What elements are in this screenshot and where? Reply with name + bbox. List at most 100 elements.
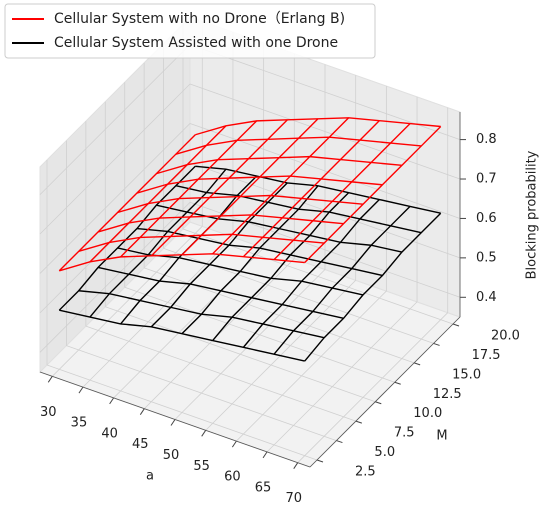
legend: Cellular System with no Drone（Erlang B) C… bbox=[4, 3, 376, 59]
y-tick bbox=[316, 459, 324, 463]
x-tick-label: 50 bbox=[163, 448, 180, 463]
grid-line bbox=[39, 123, 191, 274]
grid-line bbox=[85, 325, 356, 422]
z-tick-label: 0.7 bbox=[476, 172, 497, 187]
x-tick bbox=[47, 376, 53, 383]
wire-row bbox=[181, 185, 319, 335]
wire-row bbox=[89, 125, 227, 263]
axis-line bbox=[309, 316, 461, 468]
x-tick bbox=[293, 462, 299, 469]
y-tick bbox=[452, 323, 460, 327]
y-tick-label: 12.5 bbox=[433, 387, 462, 402]
z-tick-label: 0.4 bbox=[476, 290, 497, 305]
wire-row bbox=[120, 120, 258, 258]
y-tick bbox=[355, 420, 363, 424]
z-tick-label: 0.6 bbox=[476, 211, 497, 226]
wire-row bbox=[150, 119, 288, 257]
x-tick bbox=[170, 419, 176, 426]
y-tick bbox=[394, 381, 401, 385]
y-tick-label: 7.5 bbox=[394, 426, 415, 441]
wire-row bbox=[212, 192, 350, 341]
x-tick-label: 60 bbox=[224, 470, 241, 485]
panes bbox=[39, 15, 466, 469]
wire-col bbox=[78, 290, 325, 339]
grid-line bbox=[189, 201, 461, 298]
y-tick-label: 10.0 bbox=[413, 406, 442, 421]
x-tick bbox=[201, 430, 207, 437]
y-tick bbox=[375, 401, 382, 405]
grid-line bbox=[66, 345, 337, 441]
wire-col bbox=[175, 185, 422, 234]
wire-col bbox=[117, 194, 364, 214]
y-tick bbox=[336, 440, 343, 444]
wire-row bbox=[58, 165, 196, 311]
x-tick-label: 70 bbox=[285, 491, 302, 506]
grid-line bbox=[189, 123, 461, 219]
x-axis-label: a bbox=[146, 469, 154, 484]
grid-line bbox=[46, 364, 318, 461]
grid-line bbox=[124, 286, 395, 383]
wire-row bbox=[58, 134, 196, 272]
x-tick-label: 45 bbox=[132, 437, 149, 452]
y-tick-label: 2.5 bbox=[355, 465, 376, 480]
legend-label: Cellular System with no Drone（Erlang B) bbox=[54, 11, 345, 27]
x-tick bbox=[262, 451, 268, 459]
grid-line bbox=[189, 162, 461, 259]
grid-line bbox=[297, 312, 449, 463]
grid-line bbox=[39, 162, 191, 314]
grid-line bbox=[189, 83, 461, 180]
grid-line bbox=[82, 236, 234, 388]
grid-line bbox=[39, 202, 191, 353]
wire-col bbox=[175, 136, 422, 155]
wire-col bbox=[97, 214, 344, 233]
y-tick bbox=[413, 362, 421, 366]
grid-line bbox=[266, 301, 418, 453]
grid-line bbox=[144, 258, 295, 409]
x-tick-label: 35 bbox=[71, 416, 88, 431]
axis-line bbox=[39, 371, 311, 468]
z-tick-label: 0.8 bbox=[476, 132, 497, 147]
x-tick-label: 55 bbox=[193, 459, 210, 474]
x-tick-label: 65 bbox=[255, 480, 272, 495]
grid-line bbox=[39, 83, 191, 235]
wire-col bbox=[195, 117, 441, 136]
wire-col bbox=[136, 175, 383, 194]
grid-line bbox=[236, 290, 387, 442]
grid-line bbox=[51, 226, 203, 377]
x-tick bbox=[78, 386, 84, 394]
z-axis-label: Blocking probability bbox=[525, 150, 540, 279]
wire-row bbox=[212, 117, 350, 255]
x-tick-label: 30 bbox=[40, 405, 57, 420]
z-tick-label: 0.5 bbox=[476, 250, 497, 265]
wire-row bbox=[242, 120, 380, 258]
wire-col bbox=[156, 204, 403, 253]
wire-row bbox=[273, 205, 411, 355]
wire-row bbox=[273, 123, 411, 261]
y-tick bbox=[433, 342, 440, 346]
legend-box bbox=[4, 3, 376, 59]
y-axis-label: M bbox=[436, 429, 447, 444]
wire-col bbox=[156, 155, 402, 175]
wire-col bbox=[59, 253, 305, 272]
x-tick bbox=[231, 440, 237, 448]
wire-col bbox=[78, 233, 325, 253]
wire-row bbox=[242, 199, 380, 348]
surfaces bbox=[58, 117, 442, 362]
grid-line bbox=[105, 306, 376, 403]
x-tick bbox=[139, 408, 145, 415]
wire-row bbox=[89, 168, 227, 318]
x-tick bbox=[109, 397, 115, 405]
y-tick-label: 5.0 bbox=[374, 445, 395, 460]
wire-col bbox=[97, 266, 344, 319]
wire-row bbox=[181, 118, 319, 256]
wire-col bbox=[136, 227, 383, 277]
legend-label: Cellular System Assisted with one Drone bbox=[54, 35, 338, 51]
x-tick-label: 40 bbox=[101, 426, 118, 441]
wire-row bbox=[304, 126, 442, 264]
y-tick-label: 17.5 bbox=[472, 348, 501, 363]
y-tick-label: 20.0 bbox=[491, 328, 520, 343]
y-tick-label: 15.0 bbox=[452, 367, 481, 382]
grid-line bbox=[39, 44, 191, 195]
grid-line bbox=[174, 269, 326, 420]
